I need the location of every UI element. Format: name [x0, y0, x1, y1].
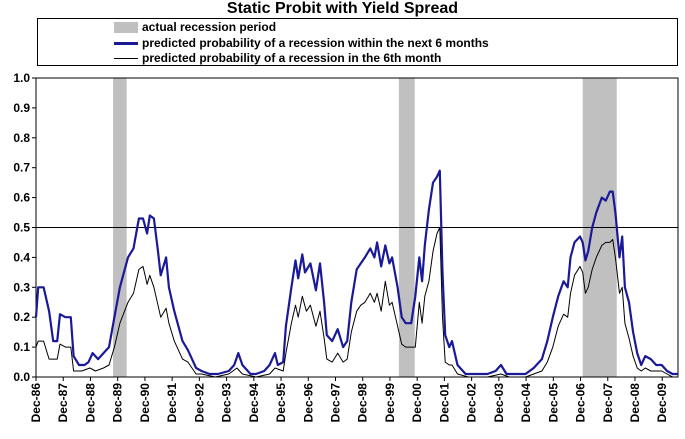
series-line-6th-month — [35, 227, 678, 378]
y-tick-label-3: 0.3 — [13, 280, 30, 294]
y-tick-label-8: 0.8 — [13, 131, 30, 145]
x-tick-label-21: Dec-07 — [601, 383, 615, 423]
x-tick-label-12: Dec-98 — [356, 383, 370, 423]
x-tick-label-11: Dec-97 — [328, 383, 342, 423]
x-tick-label-17: Dec-03 — [492, 383, 506, 423]
x-tick-label-22: Dec-08 — [628, 383, 642, 423]
y-tick-label-7: 0.7 — [13, 161, 30, 175]
x-tick-label-5: Dec-91 — [165, 383, 179, 423]
y-tick-label-9: 0.9 — [13, 101, 30, 115]
y-tick-label-1: 0.1 — [13, 340, 30, 354]
y-tick-label-0: 0.0 — [13, 370, 30, 384]
legend-swatch-6th-month — [114, 58, 138, 59]
x-tick-label-2: Dec-88 — [83, 383, 97, 423]
y-tick-label-4: 0.4 — [13, 250, 30, 264]
legend-label-next-6-months: predicted probability of a recession wit… — [142, 36, 489, 50]
legend-swatch-next-6-months — [114, 42, 138, 45]
x-tick-label-8: Dec-94 — [247, 383, 261, 423]
x-tick-label-7: Dec-93 — [220, 383, 234, 423]
chart-title: Static Probit with Yield Spread — [226, 0, 459, 17]
x-tick-label-3: Dec-89 — [111, 383, 125, 423]
chart-legend: actual recession period predicted probab… — [37, 18, 678, 66]
y-tick-label-10: 1.0 — [13, 71, 30, 85]
x-tick-label-13: Dec-99 — [383, 383, 397, 423]
x-tick-label-16: Dec-02 — [465, 383, 479, 423]
x-tick-label-0: Dec-86 — [29, 383, 43, 423]
y-tick-label-6: 0.6 — [13, 191, 30, 205]
legend-label-recession: actual recession period — [142, 20, 277, 34]
x-tick-label-19: Dec-05 — [546, 383, 560, 423]
x-tick-label-9: Dec-95 — [274, 383, 288, 423]
y-tick-label-2: 0.2 — [13, 310, 30, 324]
x-tick-label-14: Dec-00 — [410, 383, 424, 423]
y-tick-label-5: 0.5 — [13, 221, 30, 235]
x-tick-label-10: Dec-96 — [301, 383, 315, 423]
x-tick-label-15: Dec-01 — [437, 383, 451, 423]
legend-swatch-recession — [114, 22, 138, 33]
x-tick-label-6: Dec-92 — [192, 383, 206, 423]
x-tick-label-18: Dec-04 — [519, 383, 533, 423]
x-tick-label-1: Dec-87 — [56, 383, 70, 423]
series-line-next-6-months — [34, 169, 678, 376]
legend-label-6th-month: predicted probability of a recession in … — [142, 51, 442, 65]
x-tick-label-20: Dec-06 — [574, 383, 588, 423]
x-tick-label-4: Dec-90 — [138, 383, 152, 423]
x-tick-label-23: Dec-09 — [655, 383, 669, 423]
